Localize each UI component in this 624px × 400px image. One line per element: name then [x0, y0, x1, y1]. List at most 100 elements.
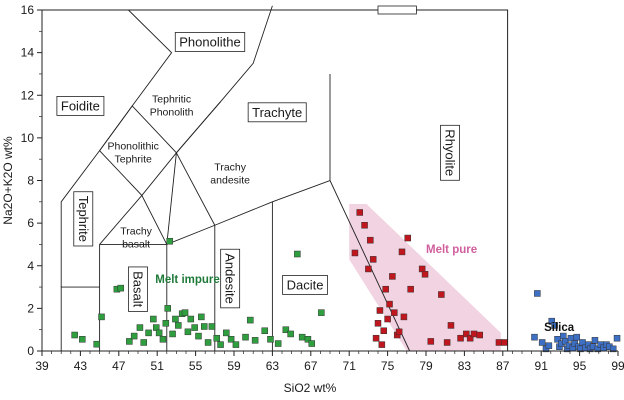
melt_pure-point: [391, 309, 398, 316]
melt_impure-point: [308, 340, 316, 347]
field-label-dacite: Dacite: [287, 277, 324, 292]
data-points: [71, 209, 621, 353]
y-axis-ticks: 0 2 4 6 8 10 12 14 16: [21, 3, 42, 358]
melt_pure-point: [470, 330, 478, 338]
melt_pure-point: [376, 307, 384, 314]
melt_impure-point: [172, 315, 179, 323]
melt_impure-point: [294, 250, 301, 258]
melt_pure-point: [382, 285, 389, 293]
field-andesite: Andesite: [220, 248, 241, 309]
melt_pure-point: [407, 285, 414, 293]
y-tick-label: 14: [21, 46, 35, 60]
annotation-melt_impure: Melt impure: [155, 274, 220, 286]
field-foidite: Foidite: [56, 96, 105, 116]
melt_impure-point: [195, 332, 202, 340]
x-tick-label: 39: [35, 359, 49, 373]
y-tick-label: 0: [27, 344, 34, 358]
x-tick-label: 43: [74, 359, 88, 373]
y-tick-label: 6: [27, 216, 34, 230]
melt_impure-point: [140, 339, 148, 346]
field-trachyte: Trachyte: [247, 102, 307, 123]
x-tick-label: 75: [381, 359, 395, 373]
melt_pure-point: [476, 331, 484, 339]
melt_pure-point: [380, 327, 388, 335]
x-tick-label: 47: [112, 359, 126, 373]
field-tephrite: Tephrite: [73, 191, 94, 247]
field-box: [56, 96, 105, 116]
x-axis-title: SiO2 wt%: [284, 381, 337, 395]
melt_pure-point: [427, 338, 435, 345]
melt_impure-point: [232, 341, 240, 348]
melt_pure-point: [404, 234, 412, 242]
melt_pure-point: [361, 222, 368, 229]
silica-point: [545, 342, 553, 349]
y-tick-label: 2: [27, 301, 34, 315]
melt_impure-point: [93, 340, 100, 348]
melt_impure-point: [164, 305, 172, 312]
field-label-trachyte: Trachyte: [252, 105, 302, 120]
boundary-line: [99, 73, 331, 245]
boundary-line: [175, 101, 221, 351]
annotation-melt_pure: Melt pure: [426, 244, 477, 256]
field-label-foidite: Foidite: [61, 98, 100, 113]
field-box: [282, 275, 328, 295]
melt_pure-point: [384, 315, 391, 323]
field-label-trachy_basalt: basalt: [122, 239, 150, 251]
melt_impure-point: [136, 324, 144, 331]
melt_impure-point: [155, 329, 163, 337]
melt_pure-point: [378, 341, 386, 348]
silica-point: [551, 322, 558, 329]
melt_pure-point: [374, 320, 382, 327]
melt_impure-point: [159, 336, 167, 343]
melt_pure-point: [501, 339, 508, 346]
field-box: [73, 191, 94, 247]
melt_impure-point: [204, 339, 212, 346]
field-dacite: Dacite: [282, 275, 328, 295]
melt_pure-point: [398, 248, 406, 256]
x-tick-label: 63: [266, 359, 280, 373]
melt_impure-point: [318, 309, 325, 316]
field-rhyolite: Rhyolite: [440, 124, 460, 181]
melt_pure-point: [438, 291, 445, 298]
melt_pure-point: [443, 339, 451, 346]
melt_pure-point: [389, 273, 396, 280]
melt_pure-point: [369, 256, 377, 263]
melt_impure-point: [79, 336, 86, 343]
field-label-rhyolite: Rhyolite: [443, 129, 458, 176]
melt_impure-point: [287, 330, 294, 338]
silica-point: [531, 333, 538, 341]
melt_impure-point: [282, 326, 290, 333]
x-tick-label: 95: [573, 359, 587, 373]
melt_impure-point: [217, 341, 224, 348]
silica-point: [538, 339, 546, 346]
field-label-phonolithe: Phonolithe: [179, 34, 240, 49]
field-box: [220, 248, 241, 309]
x-tick-label: 87: [496, 359, 510, 373]
y-tick-label: 12: [21, 88, 35, 102]
melt_impure-point: [150, 315, 157, 323]
melt_impure-point: [71, 331, 78, 339]
series-annotations: Melt impure Melt pure Silica: [155, 244, 574, 334]
field-box: [174, 32, 246, 52]
silica-point: [591, 337, 599, 344]
melt_pure-point: [400, 313, 408, 321]
melt_pure-point: [351, 249, 359, 257]
melt_impure-point: [274, 340, 282, 347]
field-label-phonolithic_tephrite: Phonolithic: [108, 140, 159, 152]
x-tick-label: 79: [419, 359, 433, 373]
melt_impure-point: [126, 338, 133, 345]
melt_impure-point: [130, 332, 138, 340]
melt_pure-point: [356, 209, 364, 216]
y-axis-title: Na2O+K2O wt%: [1, 136, 15, 225]
melt_pure-point: [495, 339, 503, 346]
field-box: [440, 124, 460, 181]
melt_impure-point: [267, 336, 274, 343]
field-label-tephrite: Tephrite: [76, 196, 91, 242]
melt_impure-point: [191, 324, 198, 331]
x-tick-label: 71: [343, 359, 357, 373]
melt_impure-point: [166, 237, 173, 245]
field-label-tephritic_phonolith: Tephritic: [152, 93, 191, 105]
y-tick-label: 10: [21, 131, 35, 145]
melt_pure-point: [372, 334, 380, 342]
field-label-basalt: Basalt: [131, 271, 146, 308]
